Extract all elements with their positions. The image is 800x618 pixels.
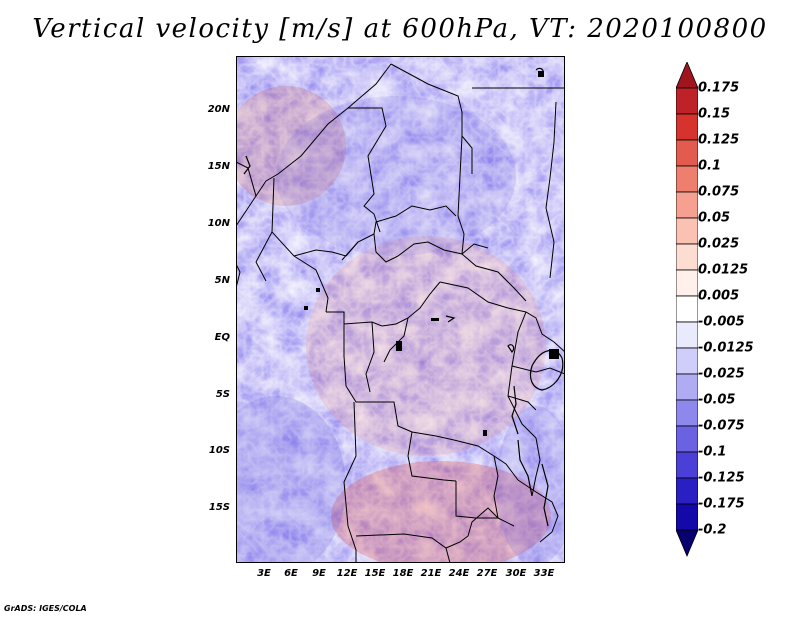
colorbar-bin	[676, 243, 698, 271]
colorbar-label: -0.05	[698, 392, 736, 408]
colorbar-bin	[676, 451, 698, 479]
lon-label-12e: 12E	[336, 568, 358, 579]
regional-tints	[236, 86, 565, 563]
colorbar-bin	[676, 425, 698, 453]
colorbar-bin	[676, 165, 698, 193]
colorbar-label: -0.175	[698, 496, 745, 512]
colorbar-bin	[676, 191, 698, 219]
colorbar-top-arrow	[676, 62, 698, 89]
lat-label-10s: 10S	[208, 445, 230, 456]
lon-label-24e: 24E	[448, 568, 470, 579]
colorbar-label: 0.125	[698, 132, 740, 148]
colorbar-label: -0.025	[698, 366, 745, 382]
colorbar-label: 0.1	[698, 158, 722, 174]
colorbar-bin	[676, 321, 698, 349]
colorbar-label: -0.125	[698, 470, 745, 486]
colorbar-bin	[676, 87, 698, 115]
lon-label-30e: 30E	[505, 568, 527, 579]
lon-label-6e: 6E	[284, 568, 298, 579]
lon-label-18e: 18E	[392, 568, 414, 579]
colorbar-label: -0.1	[698, 444, 727, 460]
lat-label-5n: 5N	[214, 275, 230, 286]
colorbar-bin	[676, 399, 698, 427]
colorbar-bin	[676, 373, 698, 401]
colorbar-label: -0.0125	[698, 340, 754, 356]
colorbar-label: 0.15	[698, 106, 731, 122]
velocity-fine-structure	[236, 56, 565, 563]
colorbar-label: -0.2	[698, 522, 727, 538]
lon-label-33e: 33E	[533, 568, 555, 579]
lakes	[243, 67, 564, 527]
colorbar-label: 0.005	[698, 288, 740, 304]
colorbar	[676, 62, 698, 558]
lon-label-9e: 9E	[312, 568, 326, 579]
colorbar-label: 0.075	[698, 184, 740, 200]
colorbar-bin	[676, 295, 698, 323]
lake-patches	[304, 71, 559, 436]
lat-label-10n: 10N	[207, 218, 230, 229]
map-plot	[236, 56, 565, 563]
map-title: Vertical velocity [m/s] at 600hPa, VT: 2…	[32, 14, 768, 44]
lat-label-15s: 15S	[208, 502, 230, 513]
colorbar-bin	[676, 217, 698, 245]
grads-credit: GrADS: IGES/COLA	[4, 604, 87, 613]
colorbar-label: -0.005	[698, 314, 745, 330]
lat-label-15n: 15N	[207, 161, 230, 172]
colorbar-bin	[676, 139, 698, 167]
country-borders	[236, 63, 565, 563]
map-frame	[236, 56, 565, 563]
colorbar-bin	[676, 269, 698, 297]
colorbar-bin	[676, 503, 698, 531]
colorbar-label: 0.175	[698, 80, 740, 96]
lat-label-20n: 20N	[207, 104, 230, 115]
lat-label-5s: 5S	[215, 389, 230, 400]
colorbar-label: -0.075	[698, 418, 745, 434]
lat-label-eq: EQ	[214, 332, 230, 343]
lon-label-21e: 21E	[420, 568, 442, 579]
colorbar-label: 0.025	[698, 236, 740, 252]
colorbar-bottom-arrow	[676, 529, 698, 558]
colorbar-label: 0.0125	[698, 262, 749, 278]
lon-label-15e: 15E	[364, 568, 386, 579]
colorbar-bin	[676, 347, 698, 375]
lon-label-3e: 3E	[257, 568, 271, 579]
map-panel	[236, 56, 565, 563]
colorbar-label: 0.05	[698, 210, 731, 226]
colorbar-bin	[676, 477, 698, 505]
lon-label-27e: 27E	[476, 568, 498, 579]
colorbar-bin	[676, 113, 698, 141]
